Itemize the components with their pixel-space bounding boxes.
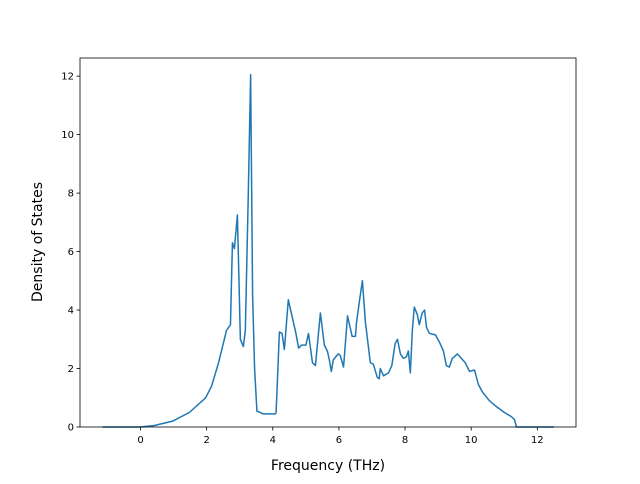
y-tick-label: 0 <box>68 423 74 434</box>
x-tick-label: 2 <box>203 435 209 446</box>
line <box>102 73 554 428</box>
x-tick-label: 8 <box>402 435 408 446</box>
y-tick-label: 6 <box>68 247 74 258</box>
y-axis-label: Density of States <box>30 182 46 302</box>
x-tick-label: 4 <box>270 435 276 446</box>
y-tick-label: 12 <box>61 72 74 83</box>
plot-frame <box>79 57 577 428</box>
y-tick-label: 8 <box>68 189 74 200</box>
y-tick-label: 10 <box>61 130 74 141</box>
x-tick-label: 12 <box>531 435 544 446</box>
y-tick-label: 2 <box>68 364 74 375</box>
x-tick-label: 6 <box>336 435 342 446</box>
x-tick-label: 10 <box>465 435 478 446</box>
y-tick-label: 4 <box>68 306 74 317</box>
x-axis-label: Frequency (THz) <box>271 458 385 474</box>
x-tick-label: 0 <box>137 435 143 446</box>
